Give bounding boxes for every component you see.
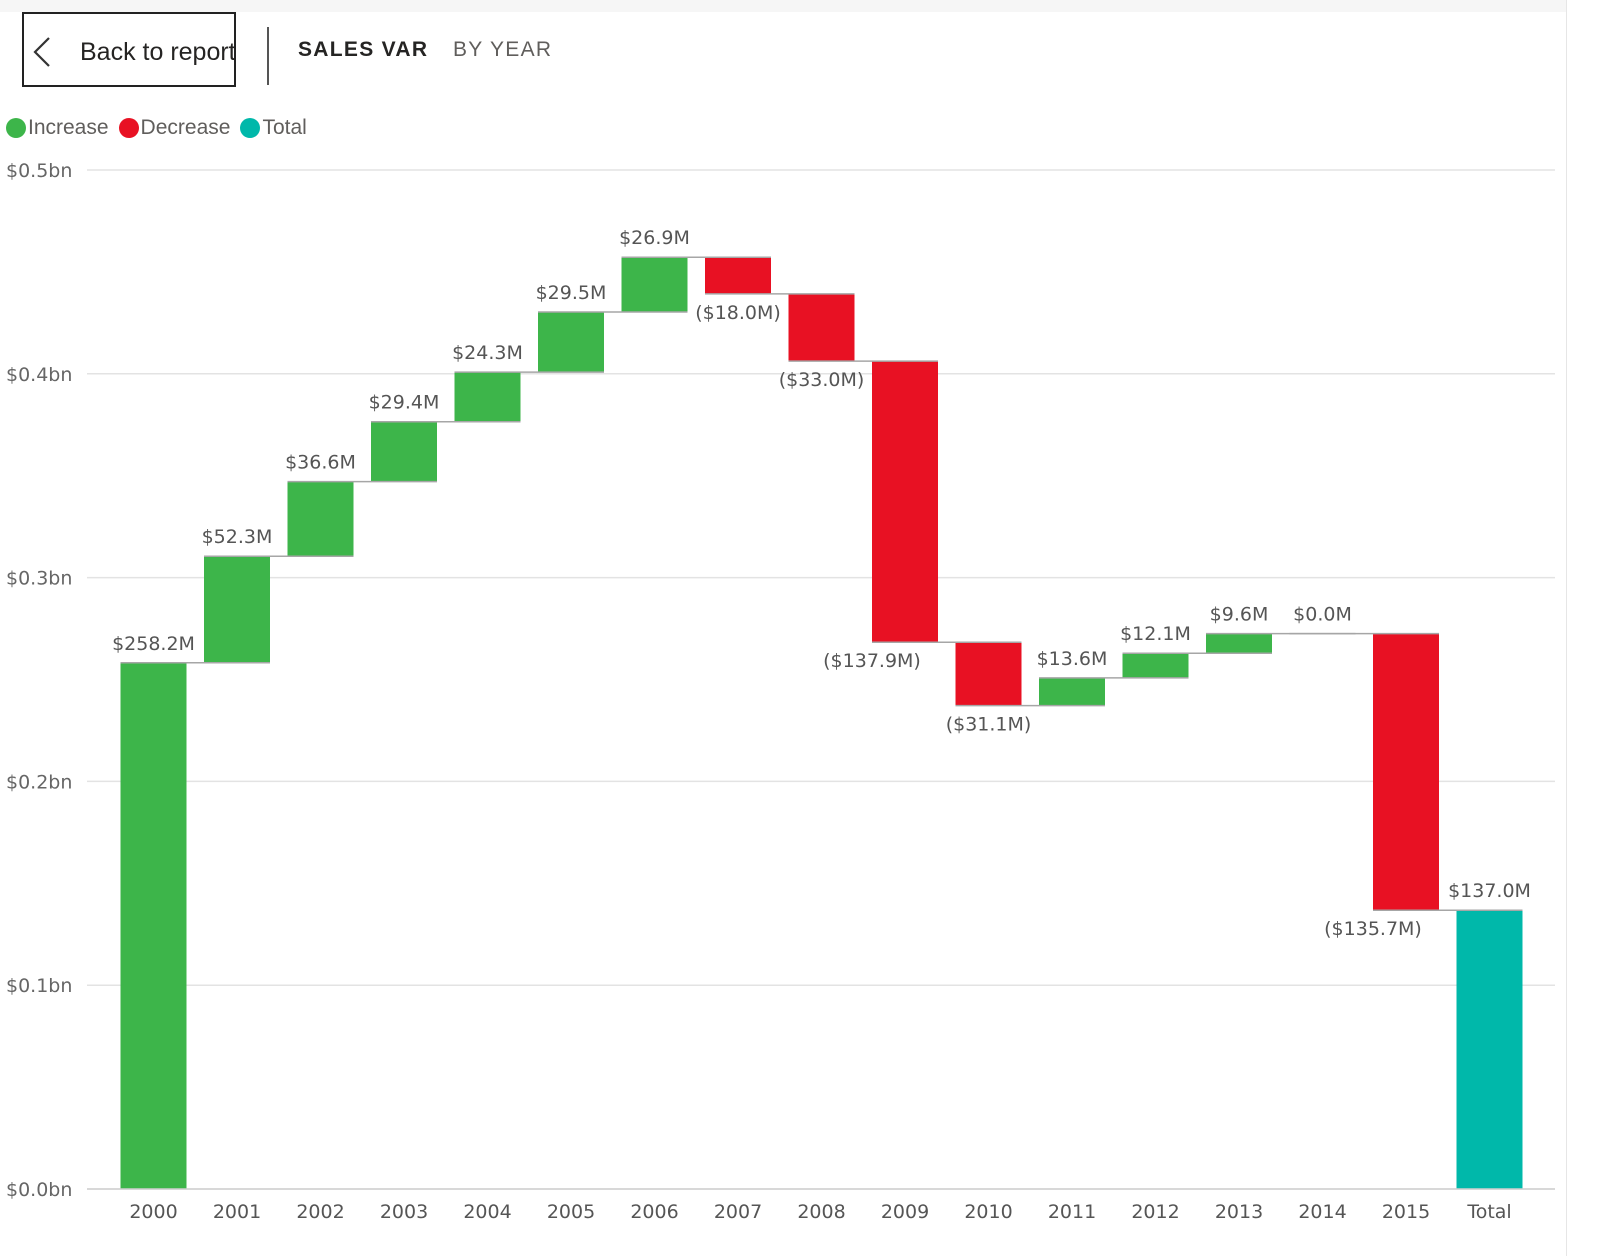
data-label: $258.2M xyxy=(112,633,195,655)
x-tick-label: 2012 xyxy=(1131,1201,1179,1223)
bar-2000[interactable] xyxy=(120,662,187,1189)
header-divider xyxy=(267,27,269,85)
data-label: $29.5M xyxy=(536,282,607,304)
x-tick-label: 2003 xyxy=(380,1201,428,1223)
bar-2002[interactable] xyxy=(287,481,354,557)
data-label: $9.6M xyxy=(1210,604,1269,626)
x-tick-label: 2009 xyxy=(881,1201,929,1223)
data-label: ($18.0M) xyxy=(695,302,781,324)
bar-2004[interactable] xyxy=(454,372,521,422)
back-to-report-label: Back to report xyxy=(80,38,236,66)
data-label: ($135.7M) xyxy=(1324,918,1422,940)
x-tick-label: 2005 xyxy=(547,1201,595,1223)
right-edge-border xyxy=(1566,0,1567,1256)
data-label: $12.1M xyxy=(1120,623,1191,645)
breadcrumb-by-year[interactable]: BY YEAR xyxy=(453,38,553,61)
x-tick-label: 2004 xyxy=(463,1201,511,1223)
x-tick-label: 2008 xyxy=(797,1201,845,1223)
y-tick-label: $0.3bn xyxy=(6,568,72,590)
legend-item-decrease[interactable]: Decrease xyxy=(118,116,231,140)
bar-2010[interactable] xyxy=(955,642,1022,706)
data-label: ($137.9M) xyxy=(823,650,921,672)
data-label: $137.0M xyxy=(1448,880,1531,902)
legend-dot-total xyxy=(240,118,261,138)
x-tick-label: 2006 xyxy=(630,1201,678,1223)
bar-2012[interactable] xyxy=(1122,653,1189,678)
bar-2009[interactable] xyxy=(872,361,938,643)
x-tick-label: 2007 xyxy=(714,1201,762,1223)
legend-item-increase[interactable]: Increase xyxy=(6,116,109,140)
data-label: ($31.1M) xyxy=(946,714,1032,736)
y-tick-label: $0.1bn xyxy=(6,975,72,997)
top-strip xyxy=(0,0,1566,12)
x-tick-label: 2001 xyxy=(213,1201,261,1223)
back-to-report-button[interactable]: Back to report xyxy=(22,12,236,87)
y-tick-label: $0.4bn xyxy=(6,364,72,386)
bar-2015[interactable] xyxy=(1373,633,1439,911)
y-tick-label: $0.5bn xyxy=(6,160,72,182)
bar-2005[interactable] xyxy=(538,312,604,373)
legend: Increase Decrease Total xyxy=(6,114,317,142)
bar-2006[interactable] xyxy=(621,257,688,313)
legend-dot-decrease xyxy=(118,118,139,138)
data-label: $13.6M xyxy=(1037,648,1108,670)
bar-2011[interactable] xyxy=(1039,677,1105,706)
data-label: $0.0M xyxy=(1293,604,1352,626)
x-tick-label: 2015 xyxy=(1382,1201,1430,1223)
legend-label-decrease: Decrease xyxy=(140,116,231,139)
bar-2003[interactable] xyxy=(371,421,437,482)
legend-item-total[interactable]: Total xyxy=(240,116,307,140)
bar-2001[interactable] xyxy=(204,556,270,663)
bar-2007[interactable] xyxy=(705,257,771,294)
bar-2008[interactable] xyxy=(788,293,855,362)
legend-label-total: Total xyxy=(262,116,307,139)
x-tick-label: 2013 xyxy=(1215,1201,1263,1223)
data-label: $29.4M xyxy=(369,392,440,414)
x-tick-label: 2002 xyxy=(296,1201,344,1223)
y-tick-label: $0.2bn xyxy=(6,771,72,793)
legend-label-increase: Increase xyxy=(28,116,109,139)
x-tick-label: 2011 xyxy=(1048,1201,1096,1223)
data-label: $52.3M xyxy=(202,526,273,548)
y-tick-label: $0.0bn xyxy=(6,1179,72,1201)
data-label: $36.6M xyxy=(285,452,356,474)
x-tick-label: 2000 xyxy=(129,1201,177,1223)
data-label: $24.3M xyxy=(452,342,523,364)
data-label: ($33.0M) xyxy=(779,369,865,391)
bar-2013[interactable] xyxy=(1206,633,1272,654)
x-tick-label: 2014 xyxy=(1298,1201,1346,1223)
x-tick-label: Total xyxy=(1466,1201,1511,1223)
data-label: $26.9M xyxy=(619,227,690,249)
chevron-left-icon xyxy=(33,37,50,67)
breadcrumb-sales-var[interactable]: SALES VAR xyxy=(298,38,429,61)
x-tick-label: 2010 xyxy=(964,1201,1012,1223)
legend-dot-increase xyxy=(6,118,26,138)
bar-total[interactable] xyxy=(1456,909,1523,1189)
